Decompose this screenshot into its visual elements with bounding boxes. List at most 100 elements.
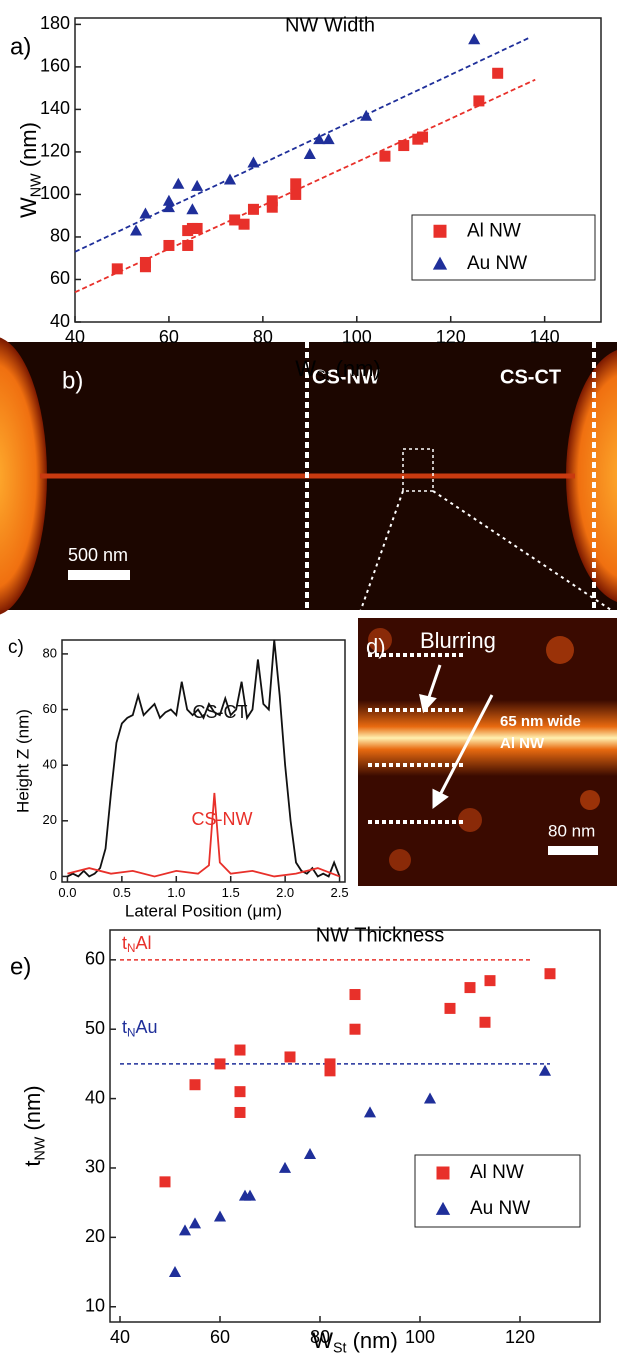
y-tick-label: 60: [50, 268, 70, 288]
x-tick-label: 0.5: [113, 885, 131, 900]
nanowire: [358, 700, 617, 776]
marker: [178, 1224, 192, 1236]
y-axis-label-rest: (nm): [16, 122, 41, 173]
panel-label: b): [62, 367, 83, 394]
marker: [363, 1106, 377, 1118]
marker: [162, 201, 175, 213]
zoom-box: [402, 448, 434, 492]
y-tick-label: 20: [85, 1226, 105, 1246]
marker: [189, 1079, 201, 1091]
x-axis-label: WSt (nm): [295, 356, 381, 385]
y-tick-label: 0: [50, 868, 57, 883]
panel-label: e): [10, 953, 31, 980]
x-axis-label-rest: (nm): [346, 1328, 397, 1353]
marker-label: CS-CT: [500, 366, 561, 388]
marker: [324, 1058, 336, 1070]
fit-line: [74, 36, 531, 253]
reference-label-main: t: [122, 933, 127, 953]
annotation: Blurring: [420, 628, 496, 653]
marker: [168, 1265, 182, 1277]
marker: [544, 968, 556, 980]
reference-label-sub: N: [127, 1026, 135, 1039]
marker: [303, 1148, 317, 1160]
x-axis-label-rest: (nm): [329, 356, 380, 381]
x-tick-label: 120: [505, 1327, 535, 1347]
y-tick-label: 50: [85, 1018, 105, 1038]
plot-frame: [74, 17, 602, 323]
marker: [433, 224, 447, 238]
marker: [247, 203, 259, 215]
x-tick-label: 100: [405, 1327, 435, 1347]
y-tick-label: 140: [40, 98, 70, 118]
plot-frame: [61, 639, 346, 883]
y-axis-label-main: W: [16, 197, 41, 218]
marker: [229, 214, 241, 226]
marker: [538, 1064, 552, 1076]
marker: [435, 1201, 451, 1215]
legend-label: Al NW: [470, 1162, 524, 1183]
scale-label: 80 nm: [548, 821, 595, 840]
marker: [186, 203, 199, 215]
x-tick-label: 80: [310, 1327, 330, 1347]
marker: [349, 1023, 361, 1035]
legend-label: Au NW: [467, 253, 527, 274]
marker: [162, 194, 175, 206]
y-axis-label: Height Z (nm): [13, 709, 32, 813]
marker: [172, 177, 185, 189]
y-axis-label-main: t: [20, 1161, 45, 1167]
marker: [182, 239, 194, 251]
chart-title: NW Thickness: [316, 924, 445, 946]
reference-label-main: t: [122, 1017, 127, 1037]
marker: [130, 224, 143, 236]
series-label: CS-CT: [193, 702, 248, 722]
y-tick-label: 160: [40, 56, 70, 76]
marker: [188, 1217, 202, 1229]
particle: [580, 790, 600, 810]
x-axis-label: WSt (nm): [312, 1328, 398, 1357]
arrows: [419, 664, 494, 809]
marker: [290, 178, 302, 190]
y-axis-label: tNW (nm): [20, 1085, 49, 1166]
marker: [159, 1176, 171, 1188]
x-tick-label: 2.0: [276, 885, 294, 900]
y-axis-label-sub: NW: [28, 173, 44, 197]
scale-bar: [68, 570, 130, 580]
x-axis-label-sub: St: [333, 1340, 347, 1356]
marker: [284, 1051, 296, 1063]
caption: 65 nm wide: [500, 713, 581, 730]
x-tick-label: 2.5: [331, 885, 349, 900]
marker: [139, 207, 152, 219]
fit-line: [74, 78, 536, 294]
y-tick-label: 180: [40, 13, 70, 33]
x-tick-label: 1.5: [222, 885, 240, 900]
reference-label: tNAl: [122, 933, 151, 956]
marker: [479, 1016, 491, 1028]
x-axis-label-sub: St: [316, 368, 330, 384]
legend-label: Au NW: [470, 1198, 530, 1219]
x-tick-label: 0.0: [58, 885, 76, 900]
y-tick-label: 120: [40, 141, 70, 161]
marker: [278, 1161, 292, 1173]
marker: [398, 140, 410, 152]
y-tick-label: 40: [85, 1087, 105, 1107]
reference-label-rest: Au: [135, 1017, 157, 1037]
x-tick-label: 140: [530, 327, 560, 347]
particle: [368, 628, 392, 652]
marker: [266, 201, 278, 213]
particle: [458, 808, 482, 832]
marker: [303, 148, 316, 160]
marker: [436, 1166, 450, 1180]
y-tick-label: 80: [50, 226, 70, 246]
x-axis-label-main: W: [295, 356, 316, 381]
particle: [389, 849, 411, 871]
x-tick-label: 80: [253, 327, 273, 347]
x-tick-label: 1.0: [167, 885, 185, 900]
y-tick-label: 20: [43, 812, 57, 827]
marker: [379, 150, 391, 162]
line-series: [67, 639, 341, 878]
marker: [417, 131, 429, 143]
marker: [223, 173, 237, 185]
marker: [266, 195, 278, 207]
marker: [191, 222, 203, 234]
